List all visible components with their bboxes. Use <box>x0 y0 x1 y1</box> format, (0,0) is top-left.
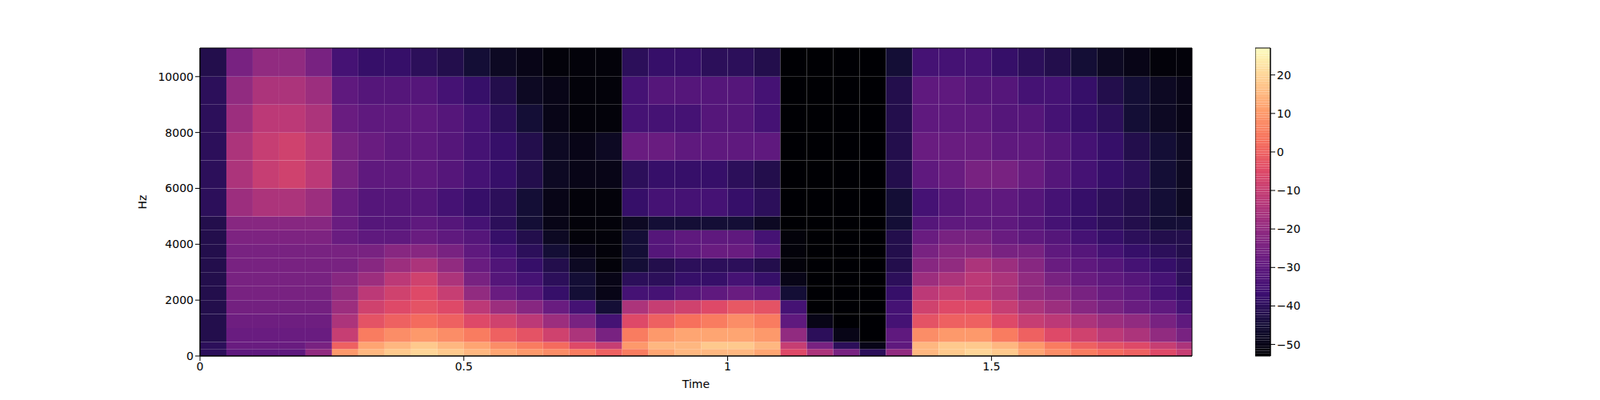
svg-text:0: 0 <box>186 349 194 363</box>
svg-text:4000: 4000 <box>164 237 194 251</box>
svg-text:1.5: 1.5 <box>982 360 1000 373</box>
svg-text:0: 0 <box>1276 145 1284 159</box>
svg-text:20: 20 <box>1276 68 1292 82</box>
svg-text:0: 0 <box>196 360 204 373</box>
svg-text:6000: 6000 <box>164 181 194 195</box>
svg-text:0.5: 0.5 <box>455 360 473 373</box>
svg-text:−10: −10 <box>1276 184 1301 197</box>
svg-text:−20: −20 <box>1276 222 1301 236</box>
svg-text:−40: −40 <box>1276 299 1301 312</box>
svg-text:Hz: Hz <box>136 195 149 210</box>
svg-text:10: 10 <box>1276 107 1292 120</box>
svg-text:2000: 2000 <box>164 293 194 307</box>
svg-text:1: 1 <box>724 360 732 373</box>
svg-text:−50: −50 <box>1276 338 1301 352</box>
svg-text:−30: −30 <box>1276 260 1301 274</box>
svg-text:8000: 8000 <box>164 126 194 140</box>
svg-text:10000: 10000 <box>157 70 194 84</box>
svg-text:Time: Time <box>681 377 710 391</box>
